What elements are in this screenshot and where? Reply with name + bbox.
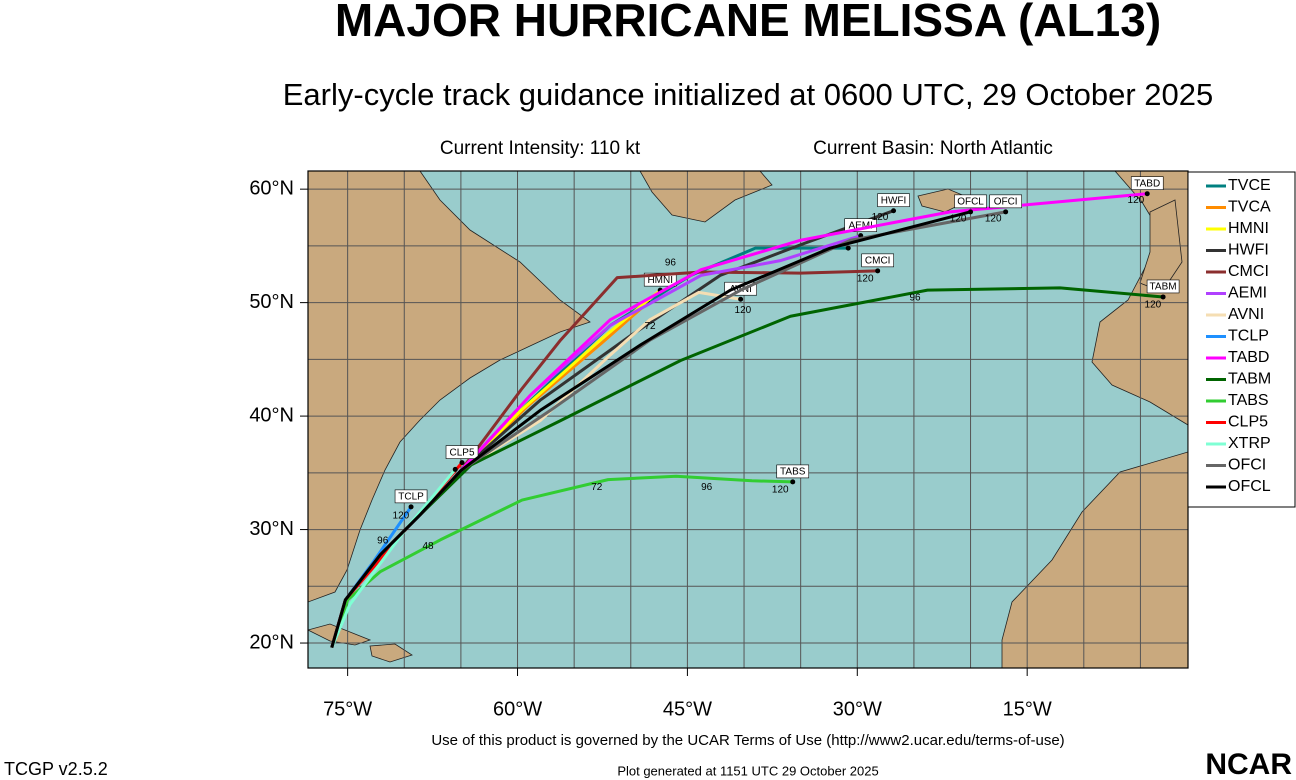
hour-label: 120 xyxy=(985,213,1002,224)
end-label: TABD xyxy=(1134,178,1160,189)
end-label-box xyxy=(445,445,479,459)
tracks: HMNIHWFICMCIAEMIAVNITCLPTABDTABMTABSCLP5… xyxy=(330,176,1180,649)
hour-label: 120 xyxy=(872,212,889,223)
track-end xyxy=(968,209,974,215)
x-tick-label: 30°W xyxy=(833,698,882,720)
track-end xyxy=(891,208,897,214)
end-label-box xyxy=(877,193,910,208)
track-end xyxy=(408,504,414,510)
track-line xyxy=(330,468,457,649)
legend-label: CMCI xyxy=(1228,263,1269,280)
legend-label: AEMI xyxy=(1228,285,1267,302)
hour-label: 120 xyxy=(735,305,752,316)
legend-label: OFCI xyxy=(1228,457,1266,474)
basin: Current Basin: North Atlantic xyxy=(813,138,1053,159)
hour-label: 120 xyxy=(772,484,789,495)
hour-label: 120 xyxy=(393,511,410,522)
x-tick-label: 60°W xyxy=(493,698,542,720)
legend-label: AVNI xyxy=(1228,306,1264,323)
end-label: OFCI xyxy=(994,196,1018,207)
x-tick-label: 75°W xyxy=(323,698,372,720)
legend-label: CLP5 xyxy=(1228,414,1268,431)
end-label-box xyxy=(776,464,810,479)
subtitle: Early-cycle track guidance initialized a… xyxy=(283,77,1213,112)
hour-label: 120 xyxy=(950,213,967,224)
y-tick-label: 50°N xyxy=(249,291,294,313)
track-end xyxy=(459,460,465,466)
track-end xyxy=(1160,294,1166,300)
end-label: TCLP xyxy=(398,492,424,503)
legend-box xyxy=(1187,171,1296,508)
y-tick-label: 20°N xyxy=(249,631,294,653)
legend-label: HWFI xyxy=(1228,242,1269,259)
y-tick-label: 40°N xyxy=(249,404,294,426)
x-tick-label: 45°W xyxy=(663,698,712,720)
legend-label: OFCL xyxy=(1228,478,1271,495)
legend-label: XTRP xyxy=(1228,435,1271,452)
hour-label: 120 xyxy=(1128,195,1145,206)
logo: NCAR xyxy=(1205,748,1292,780)
hour-label: 96 xyxy=(665,258,677,269)
generated: Plot generated at 1151 UTC 29 October 20… xyxy=(617,763,878,778)
legend-label: TABD xyxy=(1228,349,1269,366)
hour-label: 96 xyxy=(909,293,921,304)
end-label: CMCI xyxy=(865,255,891,266)
track-end xyxy=(875,268,881,274)
end-label: CLP5 xyxy=(450,447,475,458)
track-end xyxy=(1144,191,1150,197)
hour-label: 48 xyxy=(422,541,434,552)
track-end xyxy=(1003,209,1009,215)
end-label-box xyxy=(954,194,987,209)
end-label-box xyxy=(1146,279,1180,294)
terms: Use of this product is governed by the U… xyxy=(431,732,1064,749)
land xyxy=(308,171,1188,668)
hour-label: 96 xyxy=(701,482,713,493)
legend-label: TCLP xyxy=(1228,328,1269,345)
end-label-box xyxy=(394,489,428,504)
legend: TVCE TVCA HMNI HWFI CMCI AEMI AVNI TCLP TABD TABM… xyxy=(1187,171,1296,508)
legend-label: HMNI xyxy=(1228,220,1269,237)
end-label-box xyxy=(989,194,1022,209)
hour-label: 72 xyxy=(644,321,656,332)
track-end xyxy=(845,245,851,251)
title: MAJOR HURRICANE MELISSA (AL13) xyxy=(335,0,1161,46)
end-label: OFCL xyxy=(957,196,984,207)
track-end xyxy=(738,296,744,302)
track-end xyxy=(452,466,458,472)
version: TCGP v2.5.2 xyxy=(4,759,108,779)
hour-label: 72 xyxy=(591,482,603,493)
y-tick-label: 60°N xyxy=(249,177,294,199)
end-label: HMNI xyxy=(647,275,673,286)
x-tick-label: 15°W xyxy=(1003,698,1052,720)
track-end xyxy=(790,479,796,485)
end-label-box xyxy=(1130,176,1164,190)
end-label: TABM xyxy=(1150,282,1177,293)
legend-label: TVCA xyxy=(1228,199,1271,216)
intensity: Current Intensity: 110 kt xyxy=(440,138,641,159)
legend-label: TABM xyxy=(1228,371,1271,388)
track-line xyxy=(330,210,971,648)
end-label: TABS xyxy=(780,467,806,478)
legend-label: TABS xyxy=(1228,392,1269,409)
legend-label: TVCE xyxy=(1228,177,1271,194)
hour-label: 120 xyxy=(857,273,874,284)
y-tick-label: 30°N xyxy=(249,518,294,540)
end-label: HWFI xyxy=(881,195,907,206)
end-label: AEMI xyxy=(848,220,872,231)
end-label-box xyxy=(861,253,894,268)
hour-label: 96 xyxy=(377,536,389,547)
hour-label: 120 xyxy=(1145,300,1162,311)
